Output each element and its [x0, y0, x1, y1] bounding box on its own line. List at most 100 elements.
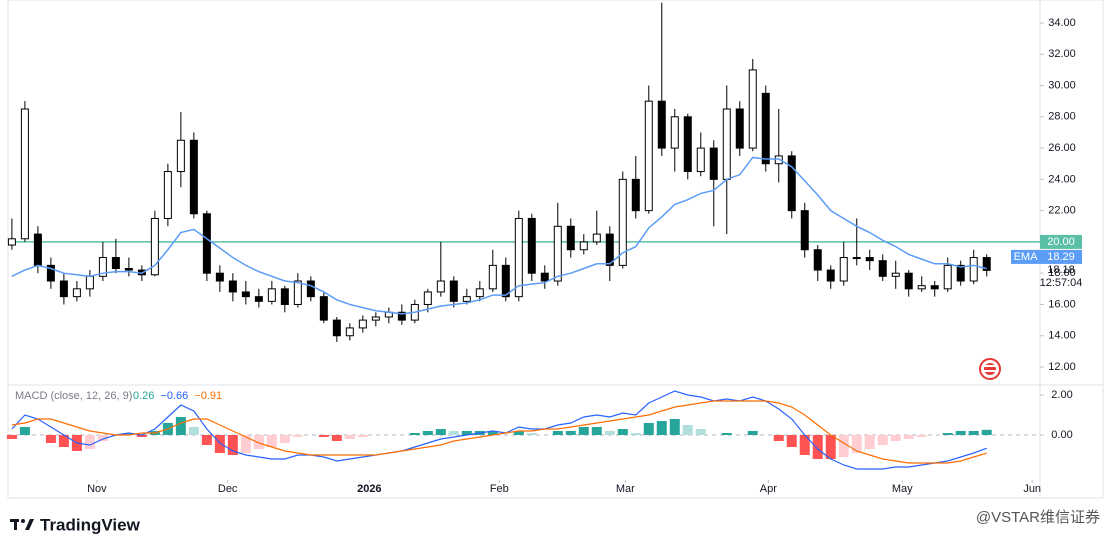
candle-body [501, 264, 510, 298]
histogram-bar [136, 435, 147, 437]
candle-body [20, 108, 29, 240]
candle-body [579, 241, 588, 251]
ema-name: EMA [1014, 251, 1039, 263]
candle-body [631, 178, 640, 212]
candle-body [917, 285, 926, 290]
histogram-bar [409, 433, 420, 435]
candle-body [46, 264, 55, 282]
histogram-bar [123, 433, 134, 435]
histogram-bar [786, 435, 797, 447]
y-tick-label: 14.00 [1048, 330, 1076, 342]
logo-text: TradingView [40, 515, 141, 534]
y-tick-label: 30.00 [1048, 79, 1076, 91]
candle-body [280, 288, 289, 305]
histogram-bar [773, 435, 784, 441]
candle-body [605, 233, 614, 266]
x-tick-label: Dec [218, 483, 238, 495]
histogram-bar [422, 431, 433, 435]
histogram-bar [890, 435, 901, 441]
legend-value: 0.26 [133, 390, 154, 402]
candle-body [956, 264, 965, 282]
histogram-bar [45, 435, 56, 443]
histogram-bar [6, 435, 17, 439]
x-tick-label: Feb [490, 483, 509, 495]
histogram-bar [825, 435, 836, 459]
x-tick-label: Mar [616, 483, 635, 495]
candle-body [215, 272, 224, 282]
histogram-bar [617, 429, 628, 435]
candle-body [735, 108, 744, 149]
histogram-bar [357, 435, 368, 437]
candle-body [98, 257, 107, 277]
histogram-bar [240, 435, 251, 453]
histogram-bar [903, 435, 914, 439]
candle-body [670, 116, 679, 149]
candle-body [618, 178, 627, 266]
macd-series [6, 390, 992, 470]
candle-body [462, 296, 471, 302]
histogram-bar [58, 435, 69, 447]
last-price-label: 18.18 [1047, 264, 1075, 276]
flag-icon [979, 358, 1001, 380]
histogram-bar [591, 427, 602, 435]
y-tick-label: 16.00 [1048, 298, 1076, 310]
x-tick-label: Nov [87, 483, 107, 495]
histogram-bar [877, 435, 888, 445]
candle-body [852, 257, 861, 260]
candle-body [449, 280, 458, 302]
candle-body [293, 280, 302, 305]
candle-body [566, 225, 575, 251]
candle-body [371, 316, 380, 321]
ema-name-box [1011, 249, 1040, 264]
histogram-bar [526, 433, 537, 435]
histogram-bar [916, 435, 927, 437]
macd-title: MACD (close, 12, 26, 9) [15, 390, 132, 402]
histogram-bar [864, 435, 875, 449]
ema-line [11, 156, 987, 315]
candle-body [397, 311, 406, 321]
candle-body [241, 291, 250, 298]
candle-body [358, 319, 367, 329]
histogram-bar [799, 435, 810, 455]
candle-body [800, 210, 809, 251]
candle-body [332, 319, 341, 337]
candle-body [878, 260, 887, 277]
histogram-bar [942, 433, 953, 435]
candle-body [722, 108, 731, 180]
histogram-bar [279, 435, 290, 443]
candle-body [839, 257, 848, 282]
histogram-bar [97, 435, 108, 441]
histogram-bar [656, 421, 667, 435]
candle-body [163, 171, 172, 219]
candle-body [787, 155, 796, 212]
histogram-bar [175, 417, 186, 435]
histogram-bar [266, 435, 277, 447]
candle-body [709, 147, 718, 180]
histogram-bar [747, 431, 758, 435]
candle-body [111, 257, 120, 269]
histogram-bar [630, 433, 641, 435]
candle-body [683, 116, 692, 173]
histogram-bar [578, 427, 589, 435]
histogram-bar [955, 431, 966, 435]
candle-body [527, 217, 536, 274]
histogram-bar [851, 435, 862, 453]
candle-body [267, 288, 276, 302]
y-tick-label: 18.00 [1048, 267, 1076, 279]
candle-body [943, 264, 952, 290]
histogram-bar [838, 435, 849, 457]
candle-body [345, 327, 354, 337]
candle-body [85, 275, 94, 290]
legend-value: −0.91 [194, 390, 222, 402]
frame [7, 0, 1104, 499]
candle-body [33, 233, 42, 266]
hline-label-box [1040, 234, 1082, 249]
candle-body [657, 100, 666, 149]
candle-body [306, 280, 315, 298]
hline-label: 20.00 [1047, 236, 1075, 248]
candle-body [644, 100, 653, 212]
ema-value-label: 18.29 [1047, 251, 1075, 263]
x-tick-label: Apr [760, 483, 777, 495]
histogram-bar [188, 427, 199, 435]
